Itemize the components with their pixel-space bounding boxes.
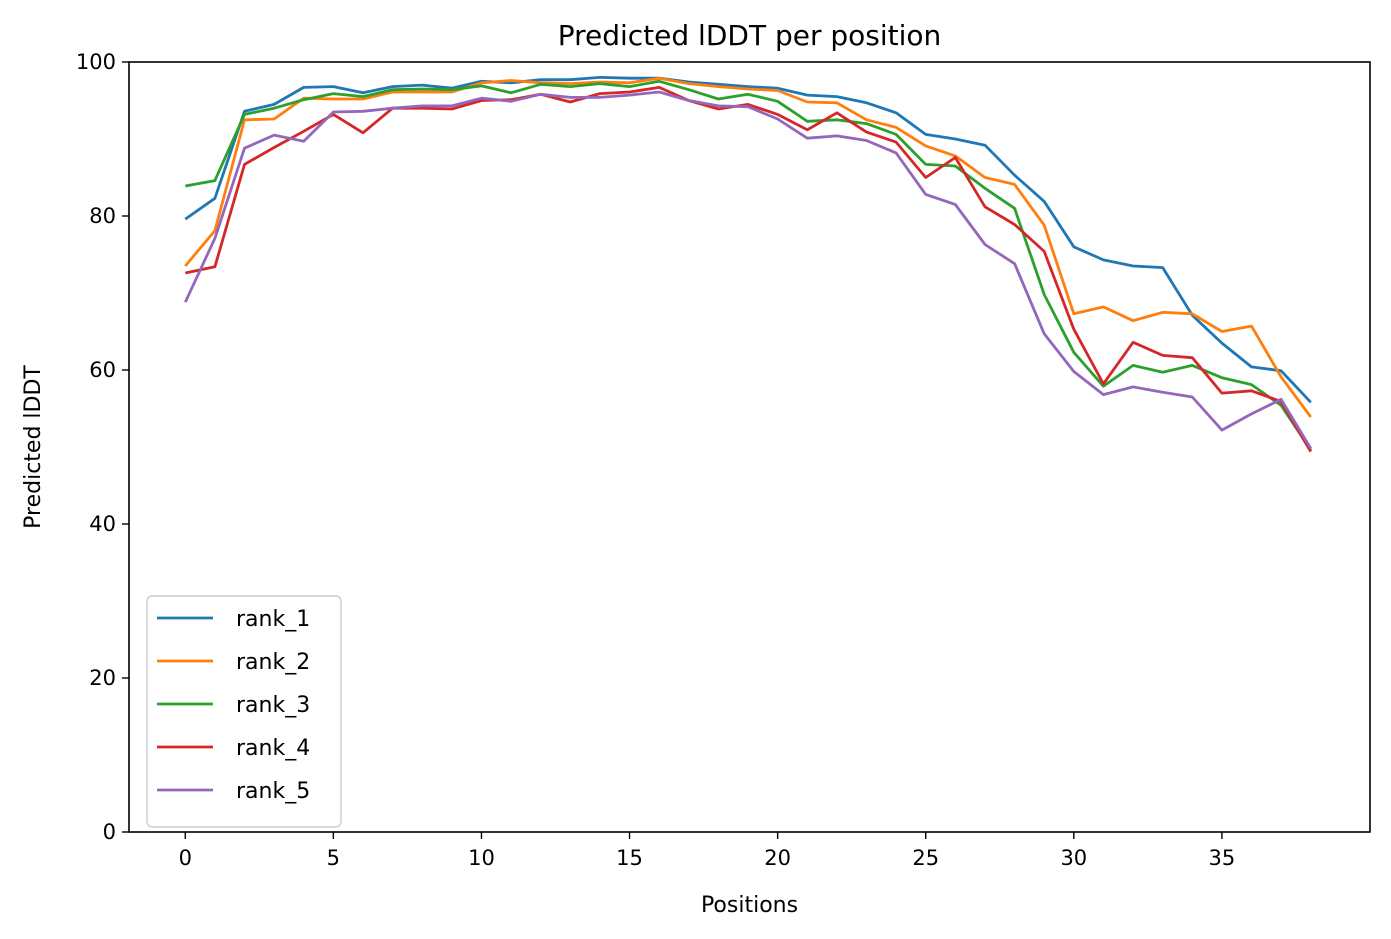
y-tick-label: 80 — [89, 204, 116, 228]
series-line-rank-2 — [184, 76, 1312, 418]
series-lines — [184, 76, 1313, 453]
y-axis-label: Predicted lDDT — [21, 365, 46, 529]
series-line-rank-5 — [184, 90, 1312, 450]
x-axis-label: Positions — [701, 893, 798, 918]
legend: rank_1 rank_2 rank_3 rank_4 rank_5 — [146, 595, 342, 828]
y-tick-label: 0 — [103, 820, 116, 844]
x-tick-label: 15 — [616, 846, 643, 870]
x-tick-label: 25 — [912, 846, 939, 870]
legend-entry-label: rank_1 — [236, 607, 310, 632]
series-line-rank-1 — [184, 76, 1312, 404]
y-tick-label: 60 — [89, 358, 116, 382]
y-tick-label: 40 — [89, 512, 116, 536]
y-tick-label: 100 — [76, 50, 116, 74]
legend-entry-label: rank_4 — [236, 736, 310, 761]
legend-entry-label: rank_3 — [236, 693, 310, 718]
chart-title: Predicted lDDT per position — [558, 19, 942, 52]
y-tick-label: 20 — [89, 666, 116, 690]
x-tick-label: 0 — [179, 846, 192, 870]
series-line-rank-4 — [185, 86, 1313, 453]
plot-frame — [128, 61, 1371, 833]
series-line-rank-3 — [185, 79, 1312, 451]
x-tick-label: 35 — [1209, 846, 1236, 870]
axis-ticks: 0 5 10 15 20 25 30 35 0 20 40 60 80 100 — [76, 50, 1235, 870]
x-tick-label: 10 — [468, 846, 495, 870]
x-tick-label: 20 — [764, 846, 791, 870]
x-tick-label: 5 — [327, 846, 340, 870]
legend-entry-label: rank_5 — [236, 779, 310, 804]
legend-box — [146, 595, 342, 828]
legend-entry-label: rank_2 — [236, 650, 310, 675]
x-tick-label: 30 — [1060, 846, 1087, 870]
